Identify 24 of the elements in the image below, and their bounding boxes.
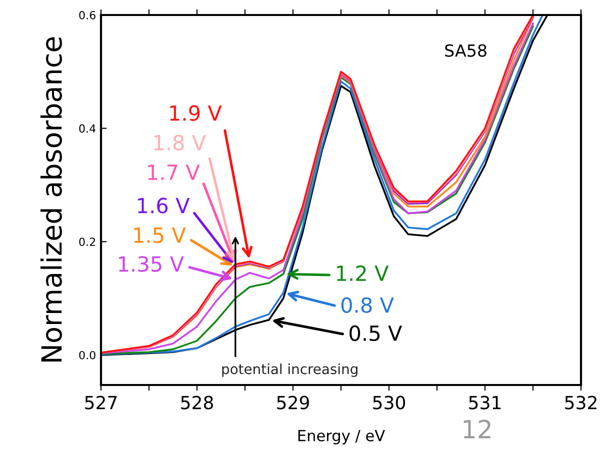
- x-tick-label: 529: [277, 396, 309, 410]
- x-tick-label: 531: [469, 396, 501, 410]
- annotation: 1.5 V: [134, 228, 186, 244]
- annotation: 0.5 V: [350, 325, 402, 342]
- y-tick-label: 0.0: [79, 350, 96, 360]
- annotation: 1.9 V: [170, 105, 222, 121]
- x-tick-label: 528: [181, 396, 213, 410]
- y-tick-label: 0.6: [79, 10, 96, 20]
- y-tick-label: 0.4: [79, 124, 96, 133]
- annotation: 1.2 V: [337, 265, 389, 281]
- annotation: 1.6 V: [138, 198, 190, 214]
- x-tick-label: 527: [85, 396, 117, 410]
- x-tick-label: 532: [565, 396, 596, 410]
- x-tick-label: 530: [373, 396, 406, 410]
- annotation: 1.7 V: [148, 164, 200, 180]
- annotation: potential increasing: [222, 363, 358, 377]
- annotation: 1.8 V: [154, 134, 206, 151]
- text: 12: [464, 420, 490, 438]
- annotation: 1.35 V: [119, 256, 184, 272]
- y-tick-label: 0.2: [79, 238, 96, 246]
- x-axis-title: Energy / eV: [298, 430, 385, 444]
- y-axis-title: Normalized absorbance: [40, 37, 62, 362]
- annotation: 0.8 V: [341, 297, 394, 313]
- annotation: SA58: [445, 44, 486, 57]
